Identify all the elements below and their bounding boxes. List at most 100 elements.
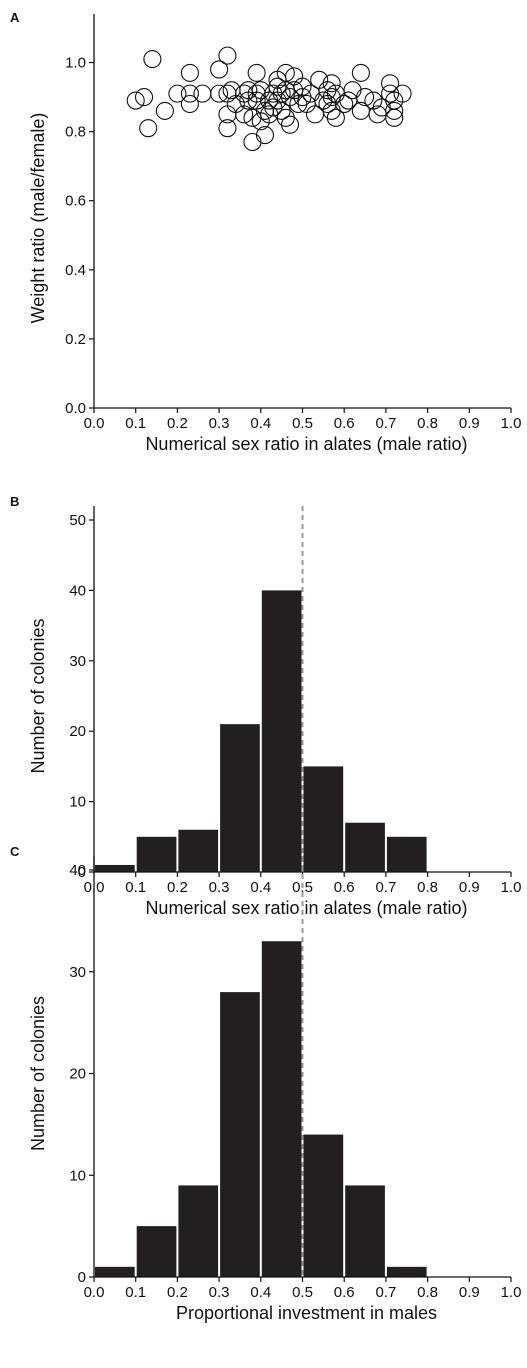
x-tick-label: 0.7 — [375, 879, 396, 896]
y-tick-label: 50 — [69, 512, 86, 529]
x-tick-label: 0.9 — [459, 1284, 480, 1301]
x-tick-label: 0.7 — [375, 1284, 396, 1301]
data-point — [335, 94, 354, 114]
histogram-bar — [345, 822, 385, 872]
data-point — [180, 63, 199, 82]
data-point — [218, 105, 237, 124]
data-point — [243, 132, 262, 152]
y-axis-title: Number of colonies — [28, 996, 48, 1151]
histogram-bar — [303, 1134, 344, 1277]
y-axis-title: Number of colonies — [28, 618, 48, 773]
x-tick-label: 1.0 — [501, 415, 522, 432]
y-tick-label: 20 — [69, 1066, 86, 1083]
x-tick-label: 0.9 — [459, 415, 480, 432]
data-point — [251, 81, 270, 100]
x-tick-label: 0.7 — [375, 415, 396, 432]
x-tick-label: 0.2 — [167, 415, 188, 432]
histogram-bar — [386, 1266, 427, 1277]
histogram-bar — [220, 992, 260, 1277]
histogram-bar — [261, 941, 302, 1277]
data-point — [180, 84, 199, 103]
y-tick-label: 40 — [69, 582, 86, 599]
data-point — [247, 63, 266, 82]
y-tick-label: 30 — [69, 653, 86, 670]
histogram-bar — [303, 766, 344, 872]
x-tick-label: 0.4 — [250, 415, 271, 432]
panel-letter: A — [10, 10, 20, 25]
x-tick-label: 0.5 — [292, 1284, 313, 1301]
x-tick-label: 0.3 — [209, 415, 230, 432]
x-tick-label: 0.3 — [209, 879, 230, 896]
data-point — [235, 105, 254, 124]
x-tick-label: 0.1 — [125, 415, 146, 432]
data-point — [351, 63, 370, 82]
data-point — [193, 84, 212, 103]
y-tick-label: 0.8 — [65, 124, 86, 141]
x-tick-label: 1.0 — [501, 879, 522, 896]
data-point — [180, 94, 199, 114]
data-point — [322, 74, 341, 93]
x-tick-label: 0.4 — [250, 1284, 271, 1301]
y-axis-title: Weight ratio (male/female) — [28, 113, 48, 324]
y-tick-label: 0.6 — [65, 193, 86, 210]
x-tick-label: 0.8 — [417, 1284, 438, 1301]
y-tick-label: 10 — [69, 794, 86, 811]
data-point — [355, 88, 375, 107]
x-tick-label: 0.6 — [334, 879, 355, 896]
y-tick-label: 0 — [78, 1269, 86, 1286]
x-axis-title: Numerical sex ratio in alates (male rati… — [145, 898, 467, 918]
data-point — [218, 46, 237, 65]
x-tick-label: 0.3 — [209, 1284, 230, 1301]
data-point — [276, 63, 295, 82]
x-tick-label: 0.4 — [250, 879, 271, 896]
y-tick-label: 20 — [69, 723, 86, 740]
y-tick-label: 10 — [69, 1167, 86, 1184]
data-point — [339, 91, 358, 110]
histogram-bar — [136, 1226, 177, 1277]
y-tick-label: 0.4 — [65, 262, 86, 279]
data-point — [168, 84, 187, 103]
x-tick-label: 0.0 — [84, 1284, 105, 1301]
data-point — [143, 50, 162, 69]
data-point — [280, 115, 300, 134]
x-tick-label: 0.6 — [334, 415, 355, 432]
data-point — [326, 108, 345, 127]
histogram-bar — [386, 836, 427, 872]
data-point — [218, 119, 237, 138]
data-point — [385, 108, 404, 127]
data-point — [393, 84, 412, 103]
data-point — [343, 81, 362, 100]
y-tick-label: 0.0 — [65, 400, 86, 417]
x-tick-label: 0.9 — [459, 879, 480, 896]
data-point — [210, 60, 229, 79]
x-tick-label: 0.2 — [167, 879, 188, 896]
data-point — [126, 91, 145, 110]
y-tick-label: 1.0 — [65, 55, 86, 72]
x-axis-title: Numerical sex ratio in alates (male rati… — [145, 434, 467, 454]
y-tick-label: 0 — [78, 864, 86, 881]
x-tick-label: 1.0 — [501, 1284, 522, 1301]
panel-b: B0.0 0.1 0.2 0.3 0.4 0.5 0.6 0.7 0.8 0.9 1.0010203… — [10, 494, 521, 918]
panel-letter: B — [10, 494, 19, 509]
data-point — [255, 126, 275, 145]
data-point — [381, 74, 400, 93]
data-point — [310, 70, 329, 89]
data-point — [210, 84, 229, 103]
data-point — [134, 88, 154, 107]
panel-letter: C — [10, 844, 20, 859]
x-tick-label: 0.8 — [417, 415, 438, 432]
x-tick-label: 0.2 — [167, 1284, 188, 1301]
data-point — [155, 101, 174, 120]
x-axis-title: Proportional investment in males — [176, 1303, 437, 1323]
panel-a: A 0.0 0.1 0.2 0.3 0.4 0.5 0.6 0.7 0.8 0.9 1.0 0.0 0.2… — [10, 10, 521, 454]
histogram-bar — [95, 864, 135, 872]
x-tick-label: 0.1 — [125, 1284, 146, 1301]
data-point — [139, 119, 158, 138]
y-tick-label: 0.2 — [65, 331, 86, 348]
x-tick-label: 0.5 — [292, 415, 313, 432]
x-tick-label: 0.6 — [334, 1284, 355, 1301]
panel-c: C 0.0 0.1 0.2 0.3 0.4 0.5 0.6 0.7 0.8 0.9 1.0 0 10 20 3… — [10, 844, 521, 1323]
data-point — [385, 101, 404, 120]
histogram-bar — [178, 1185, 219, 1277]
